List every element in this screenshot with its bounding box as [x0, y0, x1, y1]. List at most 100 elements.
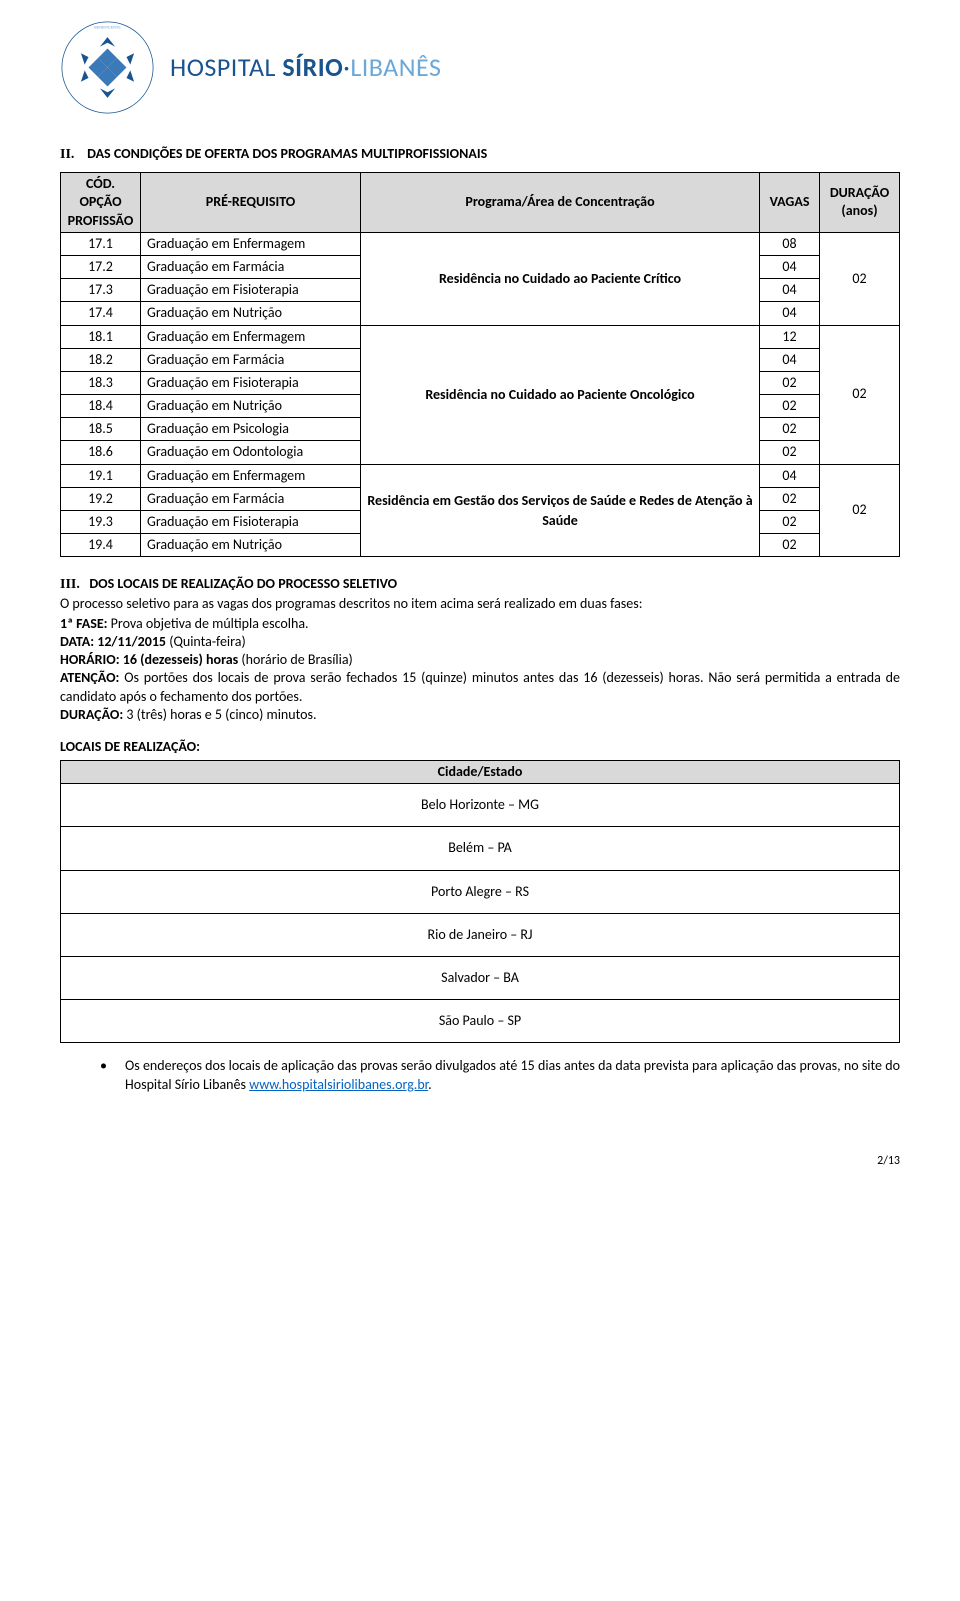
- logo-text: HOSPITAL SÍRIO·LIBANÊS: [170, 51, 441, 85]
- location-row: Salvador – BA: [61, 957, 900, 1000]
- cell-cod: 18.2: [61, 348, 141, 371]
- cell-cod: 18.4: [61, 395, 141, 418]
- address-note-text: Os endereços dos locais de aplicação das…: [125, 1057, 900, 1093]
- duracao-line: DURAÇÃO: 3 (três) horas e 5 (cinco) minu…: [60, 706, 900, 724]
- table-row: 19.1Graduação em EnfermagemResidência em…: [61, 464, 900, 487]
- fase1-line: 1ª FASE: Prova objetiva de múltipla esco…: [60, 615, 900, 633]
- th-area: Programa/Área de Concentração: [361, 173, 760, 233]
- hospital-link[interactable]: www.hospitalsiriolibanes.org.br: [249, 1076, 428, 1093]
- cell-pre: Graduação em Enfermagem: [141, 464, 361, 487]
- location-row: São Paulo – SP: [61, 1000, 900, 1043]
- atencao-label: ATENÇÃO:: [60, 669, 119, 686]
- section-3-intro: O processo seletivo para as vagas dos pr…: [60, 595, 642, 612]
- cell-vagas: 02: [760, 511, 820, 534]
- cell-pre: Graduação em Enfermagem: [141, 325, 361, 348]
- cell-vagas: 02: [760, 441, 820, 464]
- location-cell: São Paulo – SP: [61, 1000, 900, 1043]
- horario-text: (horário de Brasília): [238, 651, 353, 668]
- th-dur: DURAÇÃO (anos): [820, 173, 900, 233]
- cell-cod: 19.2: [61, 487, 141, 510]
- th-cod: CÓD. OPÇÃO PROFISSÃO: [61, 173, 141, 233]
- cell-pre: Graduação em Fisioterapia: [141, 511, 361, 534]
- cell-cod: 17.3: [61, 279, 141, 302]
- data-label: DATA: 12/11/2015: [60, 633, 166, 650]
- cell-pre: Graduação em Fisioterapia: [141, 279, 361, 302]
- cell-vagas: 04: [760, 279, 820, 302]
- programs-table-head: CÓD. OPÇÃO PROFISSÃO PRÉ-REQUISITO Progr…: [61, 173, 900, 233]
- cell-pre: Graduação em Farmácia: [141, 348, 361, 371]
- programs-table: CÓD. OPÇÃO PROFISSÃO PRÉ-REQUISITO Progr…: [60, 172, 900, 557]
- cell-vagas: 08: [760, 232, 820, 255]
- logo-header: BENEFICENTE HOSPITAL SÍRIO·LIBANÊS: [60, 20, 900, 115]
- location-cell: Salvador – BA: [61, 957, 900, 1000]
- cell-pre: Graduação em Enfermagem: [141, 232, 361, 255]
- th-pre: PRÉ-REQUISITO: [141, 173, 361, 233]
- locations-table: Cidade/Estado Belo Horizonte – MGBelém –…: [60, 760, 900, 1043]
- atencao-text: Os portões dos locais de prova serão fec…: [60, 669, 900, 704]
- cell-pre: Graduação em Farmácia: [141, 255, 361, 278]
- cell-vagas: 04: [760, 464, 820, 487]
- locations-header: LOCAIS DE REALIZAÇÃO:: [60, 738, 900, 756]
- cell-vagas: 02: [760, 395, 820, 418]
- section-2-roman: II.: [60, 147, 74, 162]
- cell-pre: Graduação em Nutrição: [141, 395, 361, 418]
- programs-table-body: 17.1Graduação em EnfermagemResidência no…: [61, 232, 900, 557]
- data-line: DATA: 12/11/2015 (Quinta-feira): [60, 633, 900, 651]
- location-row: Belém – PA: [61, 827, 900, 870]
- logo-hospital: HOSPITAL: [170, 51, 276, 83]
- cell-cod: 18.1: [61, 325, 141, 348]
- logo-sirio: SÍRIO: [282, 51, 343, 83]
- bullet-icon: •: [100, 1057, 107, 1093]
- section-2-title: II. DAS CONDIÇÕES DE OFERTA DOS PROGRAMA…: [60, 145, 900, 164]
- cell-vagas: 12: [760, 325, 820, 348]
- table-row: 18.1Graduação em EnfermagemResidência no…: [61, 325, 900, 348]
- cell-pre: Graduação em Farmácia: [141, 487, 361, 510]
- cell-area: Residência no Cuidado ao Paciente Crític…: [361, 232, 760, 325]
- cell-area: Residência no Cuidado ao Paciente Oncoló…: [361, 325, 760, 464]
- cell-pre: Graduação em Fisioterapia: [141, 371, 361, 394]
- cell-vagas: 02: [760, 534, 820, 557]
- location-row: Belo Horizonte – MG: [61, 784, 900, 827]
- cell-vagas: 02: [760, 487, 820, 510]
- duracao-label: DURAÇÃO:: [60, 706, 123, 723]
- section-3-roman: III.: [60, 577, 80, 592]
- location-cell: Belém – PA: [61, 827, 900, 870]
- table-row: 17.1Graduação em EnfermagemResidência no…: [61, 232, 900, 255]
- note-after: .: [428, 1076, 432, 1093]
- section-3-block: III. DOS LOCAIS DE REALIZAÇÃO DO PROCESS…: [60, 575, 900, 612]
- note-before: Os endereços dos locais de aplicação das…: [125, 1057, 900, 1092]
- location-row: Rio de Janeiro – RJ: [61, 913, 900, 956]
- horario-label: HORÁRIO: 16 (dezesseis) horas: [60, 651, 238, 668]
- cell-pre: Graduação em Psicologia: [141, 418, 361, 441]
- locations-body: Belo Horizonte – MGBelém – PAPorto Alegr…: [61, 784, 900, 1043]
- cell-vagas: 02: [760, 418, 820, 441]
- cell-dur: 02: [820, 232, 900, 325]
- cell-vagas: 04: [760, 302, 820, 325]
- cell-vagas: 04: [760, 348, 820, 371]
- fase1-label: 1ª FASE:: [60, 615, 108, 632]
- locations-col: Cidade/Estado: [61, 761, 900, 784]
- logo-emblem: BENEFICENTE: [60, 20, 155, 115]
- cell-vagas: 02: [760, 371, 820, 394]
- horario-line: HORÁRIO: 16 (dezesseis) horas (horário d…: [60, 651, 900, 669]
- section-2-text: DAS CONDIÇÕES DE OFERTA DOS PROGRAMAS MU…: [87, 145, 487, 162]
- cell-pre: Graduação em Nutrição: [141, 302, 361, 325]
- cell-cod: 19.1: [61, 464, 141, 487]
- atencao-line: ATENÇÃO: Os portões dos locais de prova …: [60, 669, 900, 705]
- svg-text:BENEFICENTE: BENEFICENTE: [94, 26, 121, 30]
- cell-cod: 18.3: [61, 371, 141, 394]
- logo-libanes: LIBANÊS: [350, 51, 441, 83]
- data-text: (Quinta-feira): [166, 633, 246, 650]
- location-row: Porto Alegre – RS: [61, 870, 900, 913]
- cell-cod: 18.6: [61, 441, 141, 464]
- cell-dur: 02: [820, 464, 900, 557]
- page-number: 2/13: [60, 1154, 900, 1170]
- cell-area: Residência em Gestão dos Serviços de Saú…: [361, 464, 760, 557]
- cell-pre: Graduação em Odontologia: [141, 441, 361, 464]
- location-cell: Belo Horizonte – MG: [61, 784, 900, 827]
- location-cell: Rio de Janeiro – RJ: [61, 913, 900, 956]
- fase1-text: Prova objetiva de múltipla escolha.: [108, 615, 309, 632]
- cell-dur: 02: [820, 325, 900, 464]
- duracao-text: 3 (três) horas e 5 (cinco) minutos.: [123, 706, 316, 723]
- th-vagas: VAGAS: [760, 173, 820, 233]
